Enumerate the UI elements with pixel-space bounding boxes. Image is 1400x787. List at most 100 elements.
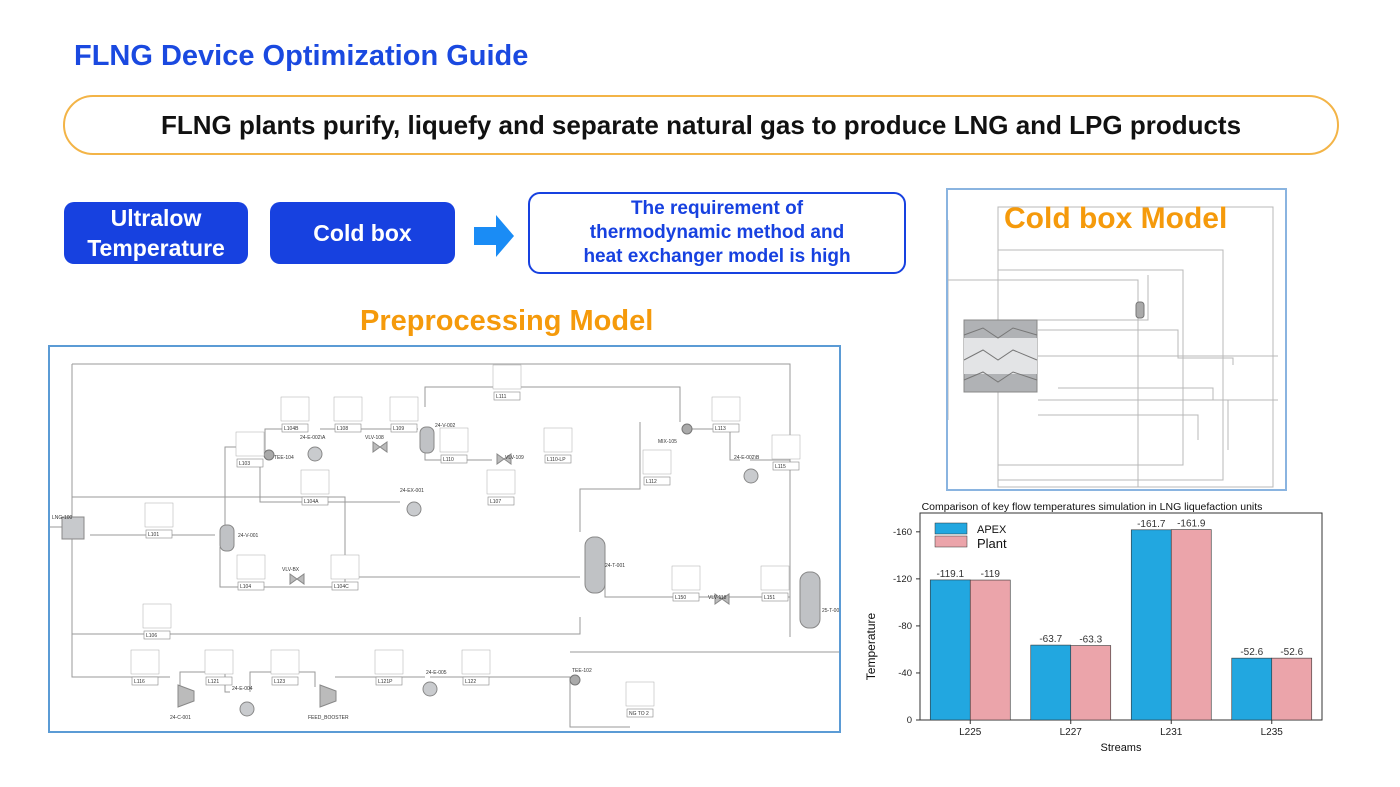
stream-values-box [144,502,174,528]
stream-tag: L121 [204,649,234,686]
unit-label: 24-E-002\A [300,435,326,441]
stream-values-box [330,554,360,580]
unit-label: 24-EX-001 [400,488,424,494]
heater-icon [422,681,438,697]
unit-label: TEE-102 [572,668,592,674]
stream-tag-box [131,676,159,686]
stream-values-box [235,431,265,457]
valve-icon [372,441,388,453]
stream-tag: L103 [235,431,265,468]
stream-tag-box [145,529,173,539]
stream-values-box [333,396,363,422]
unit-label: VLV-118 [708,595,727,601]
unit-label: 24-V-002 [435,423,456,429]
data-label: -161.9 [1177,519,1206,530]
stream-tag-box [375,676,403,686]
stream-values-box [492,364,522,390]
valve-icon [496,453,512,465]
unit-vessel-icon [219,524,235,552]
unit-hx-icon [61,516,85,540]
preprocessing-title: Preprocessing Model [360,305,654,337]
tag-label: Cold box [313,220,412,246]
legend-label: Plant [977,536,1007,551]
summary-banner: FLNG plants purify, liquefy and separate… [63,95,1339,155]
stream-values-box [270,649,300,675]
stream-values-box [461,649,491,675]
stream-label: L106 [146,633,157,639]
stream-tag: L110 [439,427,469,464]
stream-label: L113 [715,426,726,432]
stream-values-box [642,449,672,475]
pipe-line [579,422,641,532]
unit-heater-icon [422,681,438,697]
stream-tag: L109 [389,396,419,433]
stream-label: L109 [393,426,404,432]
temperature-comparison-chart: Comparison of key flow temperatures simu… [864,501,1323,754]
unit-label: MIX-105 [658,439,677,445]
stream-label: L104A [304,499,319,505]
stream-tag: L108 [333,396,363,433]
pipe-line [690,428,740,461]
stream-values-box [711,396,741,422]
unit-label: 24-T-001 [605,563,625,569]
bar-plant-l227 [1070,645,1112,721]
stream-label: L108 [337,426,348,432]
stream-tag: L113 [711,396,741,433]
unit-heater-icon [406,501,422,517]
tag-line: Ultralow [110,205,202,231]
stream-tag-box [271,676,299,686]
heater-icon [239,701,255,717]
requirement-line: The requirement of [630,198,804,219]
x-tick-label: L235 [1261,727,1284,738]
stream-tag-box [712,423,740,433]
unit-column-icon [799,571,821,629]
legend-swatch [934,522,968,535]
data-label: -119 [981,569,1001,580]
stream-values-box [625,681,655,707]
stream-tag-box [643,476,671,486]
x-tick-label: L231 [1160,727,1183,738]
vessel-icon [219,524,235,552]
stream-values-box [760,565,790,591]
stream-tag: L107 [486,469,516,506]
stream-tag: L122 [461,649,491,686]
stream-label: L122 [465,679,476,685]
unit-valve-icon [496,453,512,465]
stream-tag: L150 [671,565,701,602]
stream-tag-box [462,676,490,686]
stream-label: L123 [274,679,285,685]
unit-label: 24-E-002\B [734,455,760,461]
stream-values-box [300,469,330,495]
pipe-line [259,462,400,503]
stream-tag-box [626,708,654,718]
stream-tag: L110-LP [543,427,573,464]
heater-icon [307,446,323,462]
stream-tag-box [334,423,362,433]
stream-tag-box [544,454,572,464]
stream-label: L121P [378,679,393,685]
x-axis-label: Streams [1101,742,1142,754]
stream-tag-box [237,581,265,591]
unit-label: 24-E-004 [232,686,253,692]
bar-plant-l235 [1271,657,1313,721]
stream-values-box [486,469,516,495]
unit-label: 24-V-001 [238,533,259,539]
stream-values-box [374,649,404,675]
data-label: -63.3 [1079,635,1102,646]
stream-tag-box [281,423,309,433]
bar-plant-l231 [1170,529,1212,721]
pipe-line [424,386,681,422]
cold-box-canvas [947,206,1278,488]
flowsheet-canvas: LNG-100 24-V-001 TEE-104 24-E-002\A VLV-108 2… [50,363,842,728]
stream-values-box [389,396,419,422]
pipe-line [430,676,630,728]
unit-label: TEE-104 [274,455,294,461]
compressor-icon [319,684,337,708]
stream-label: L151 [764,595,775,601]
heat-exchanger-icon [61,516,85,540]
stream-values-box [204,649,234,675]
ultralow-temperature-tag: Ultralow Temperature [64,202,248,264]
stream-values-box [236,554,266,580]
stream-label: L101 [148,532,159,538]
stream-tag-box [301,496,329,506]
